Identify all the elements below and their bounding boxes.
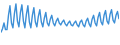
chart-container [0,0,120,45]
line [1,4,119,33]
chart [0,0,120,45]
plot-area [1,4,119,33]
